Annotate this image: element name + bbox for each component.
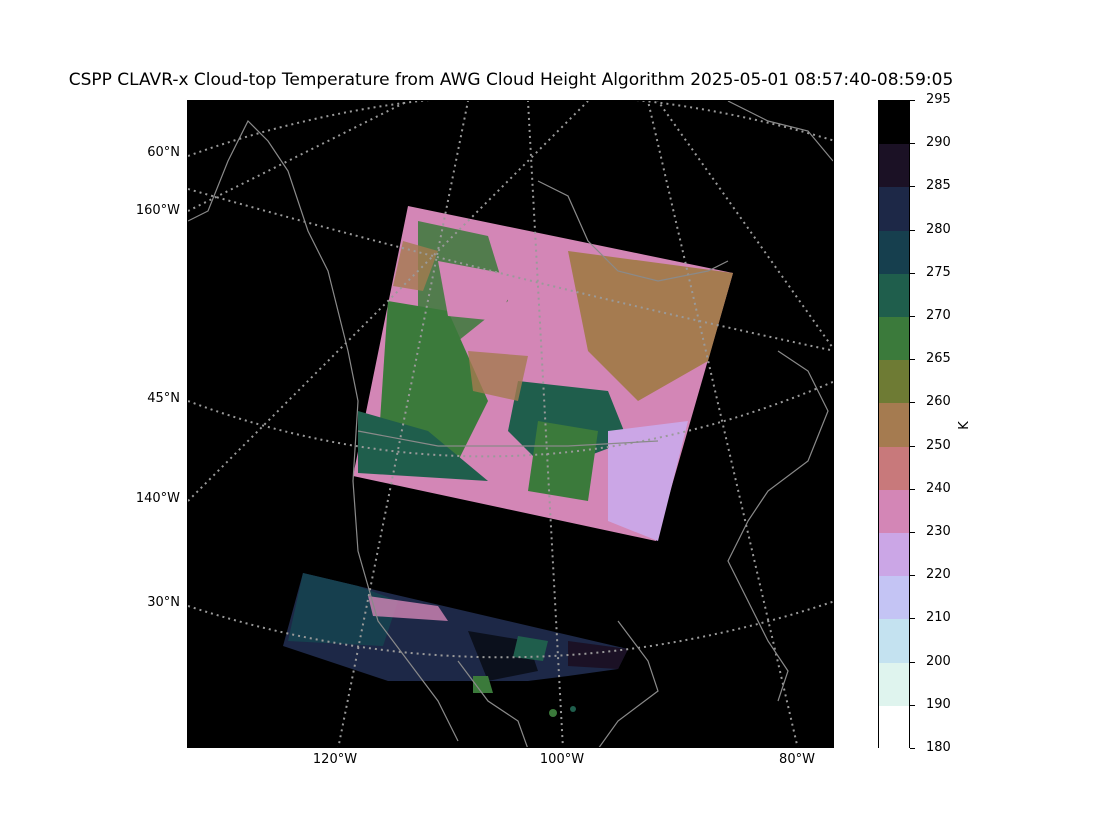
colorbar-tick-label: 250 [926, 437, 951, 453]
colorbar-segment [879, 101, 909, 145]
lon-label-west: 160°W [135, 203, 180, 218]
colorbar-segment [879, 662, 909, 707]
colorbar-tick-mark [910, 316, 915, 317]
colorbar-tick-mark [910, 704, 915, 706]
colorbar-tick-label: 180 [926, 740, 951, 755]
colorbar-tick-label: 280 [926, 221, 951, 237]
colorbar-tick-mark [910, 618, 915, 620]
colorbar-tick-label: 295 [926, 92, 951, 107]
lon-label: 120°W [312, 752, 358, 767]
colorbar-segment [879, 533, 909, 577]
colorbar-segment [879, 187, 909, 232]
colorbar-tick-label: 285 [926, 178, 951, 194]
colorbar-tick-label: 290 [926, 135, 951, 151]
colorbar-tick-label: 200 [926, 653, 951, 669]
lon-label-west: 140°W [135, 491, 180, 506]
colorbar-unit-label: K [956, 421, 972, 430]
coastlines [188, 101, 833, 747]
colorbar-segment [879, 230, 909, 275]
colorbar-tick-mark [910, 143, 915, 145]
colorbar-tick-mark [910, 575, 915, 577]
graticule [188, 101, 833, 747]
colorbar-tick-mark [910, 488, 915, 490]
colorbar-tick-label: 275 [926, 264, 951, 280]
colorbar-segment [879, 576, 909, 620]
colorbar-segment [879, 489, 909, 534]
lon-label: 100°W [539, 752, 585, 767]
colorbar-tick-label: 230 [926, 524, 951, 539]
colorbar-segment [879, 317, 909, 361]
colorbar-tick-label: 270 [926, 308, 951, 323]
cloud-swath-north [353, 206, 733, 541]
colorbar-segment [879, 619, 909, 664]
colorbar-tick-mark [910, 445, 915, 447]
colorbar-segment [879, 705, 909, 750]
colorbar-tick-label: 265 [926, 351, 951, 367]
lon-label: 80°W [779, 752, 815, 767]
colorbar-segment [879, 360, 909, 404]
colorbar-tick-mark [910, 661, 915, 663]
map-panel [187, 100, 834, 748]
colorbar-tick-mark [910, 532, 915, 533]
colorbar-tick-mark [910, 100, 915, 101]
cloud-swath-south [283, 573, 628, 717]
colorbar-tick-mark [910, 186, 915, 188]
colorbar-tick-mark [910, 748, 915, 749]
colorbar-segment [879, 273, 909, 318]
colorbar-tick-mark [910, 402, 915, 404]
colorbar [878, 100, 910, 750]
colorbar-tick-label: 220 [926, 567, 951, 583]
lat-label: 60°N [147, 145, 180, 160]
map-canvas [188, 101, 833, 747]
colorbar-tick-mark [910, 272, 915, 274]
colorbar-tick-label: 190 [926, 696, 951, 712]
colorbar-segment [879, 446, 909, 491]
chart-title: CSPP CLAVR-x Cloud-top Temperature from … [68, 70, 954, 90]
colorbar-tick-label: 210 [926, 610, 951, 626]
colorbar-segment [879, 144, 909, 188]
lat-label: 30°N [147, 595, 180, 610]
colorbar-segment [879, 403, 909, 448]
colorbar-tick-mark [910, 229, 915, 231]
colorbar-tick-label: 240 [926, 480, 951, 496]
colorbar-tick-label: 260 [926, 394, 951, 410]
colorbar-tick-mark [910, 359, 915, 361]
lat-label: 45°N [147, 391, 180, 406]
